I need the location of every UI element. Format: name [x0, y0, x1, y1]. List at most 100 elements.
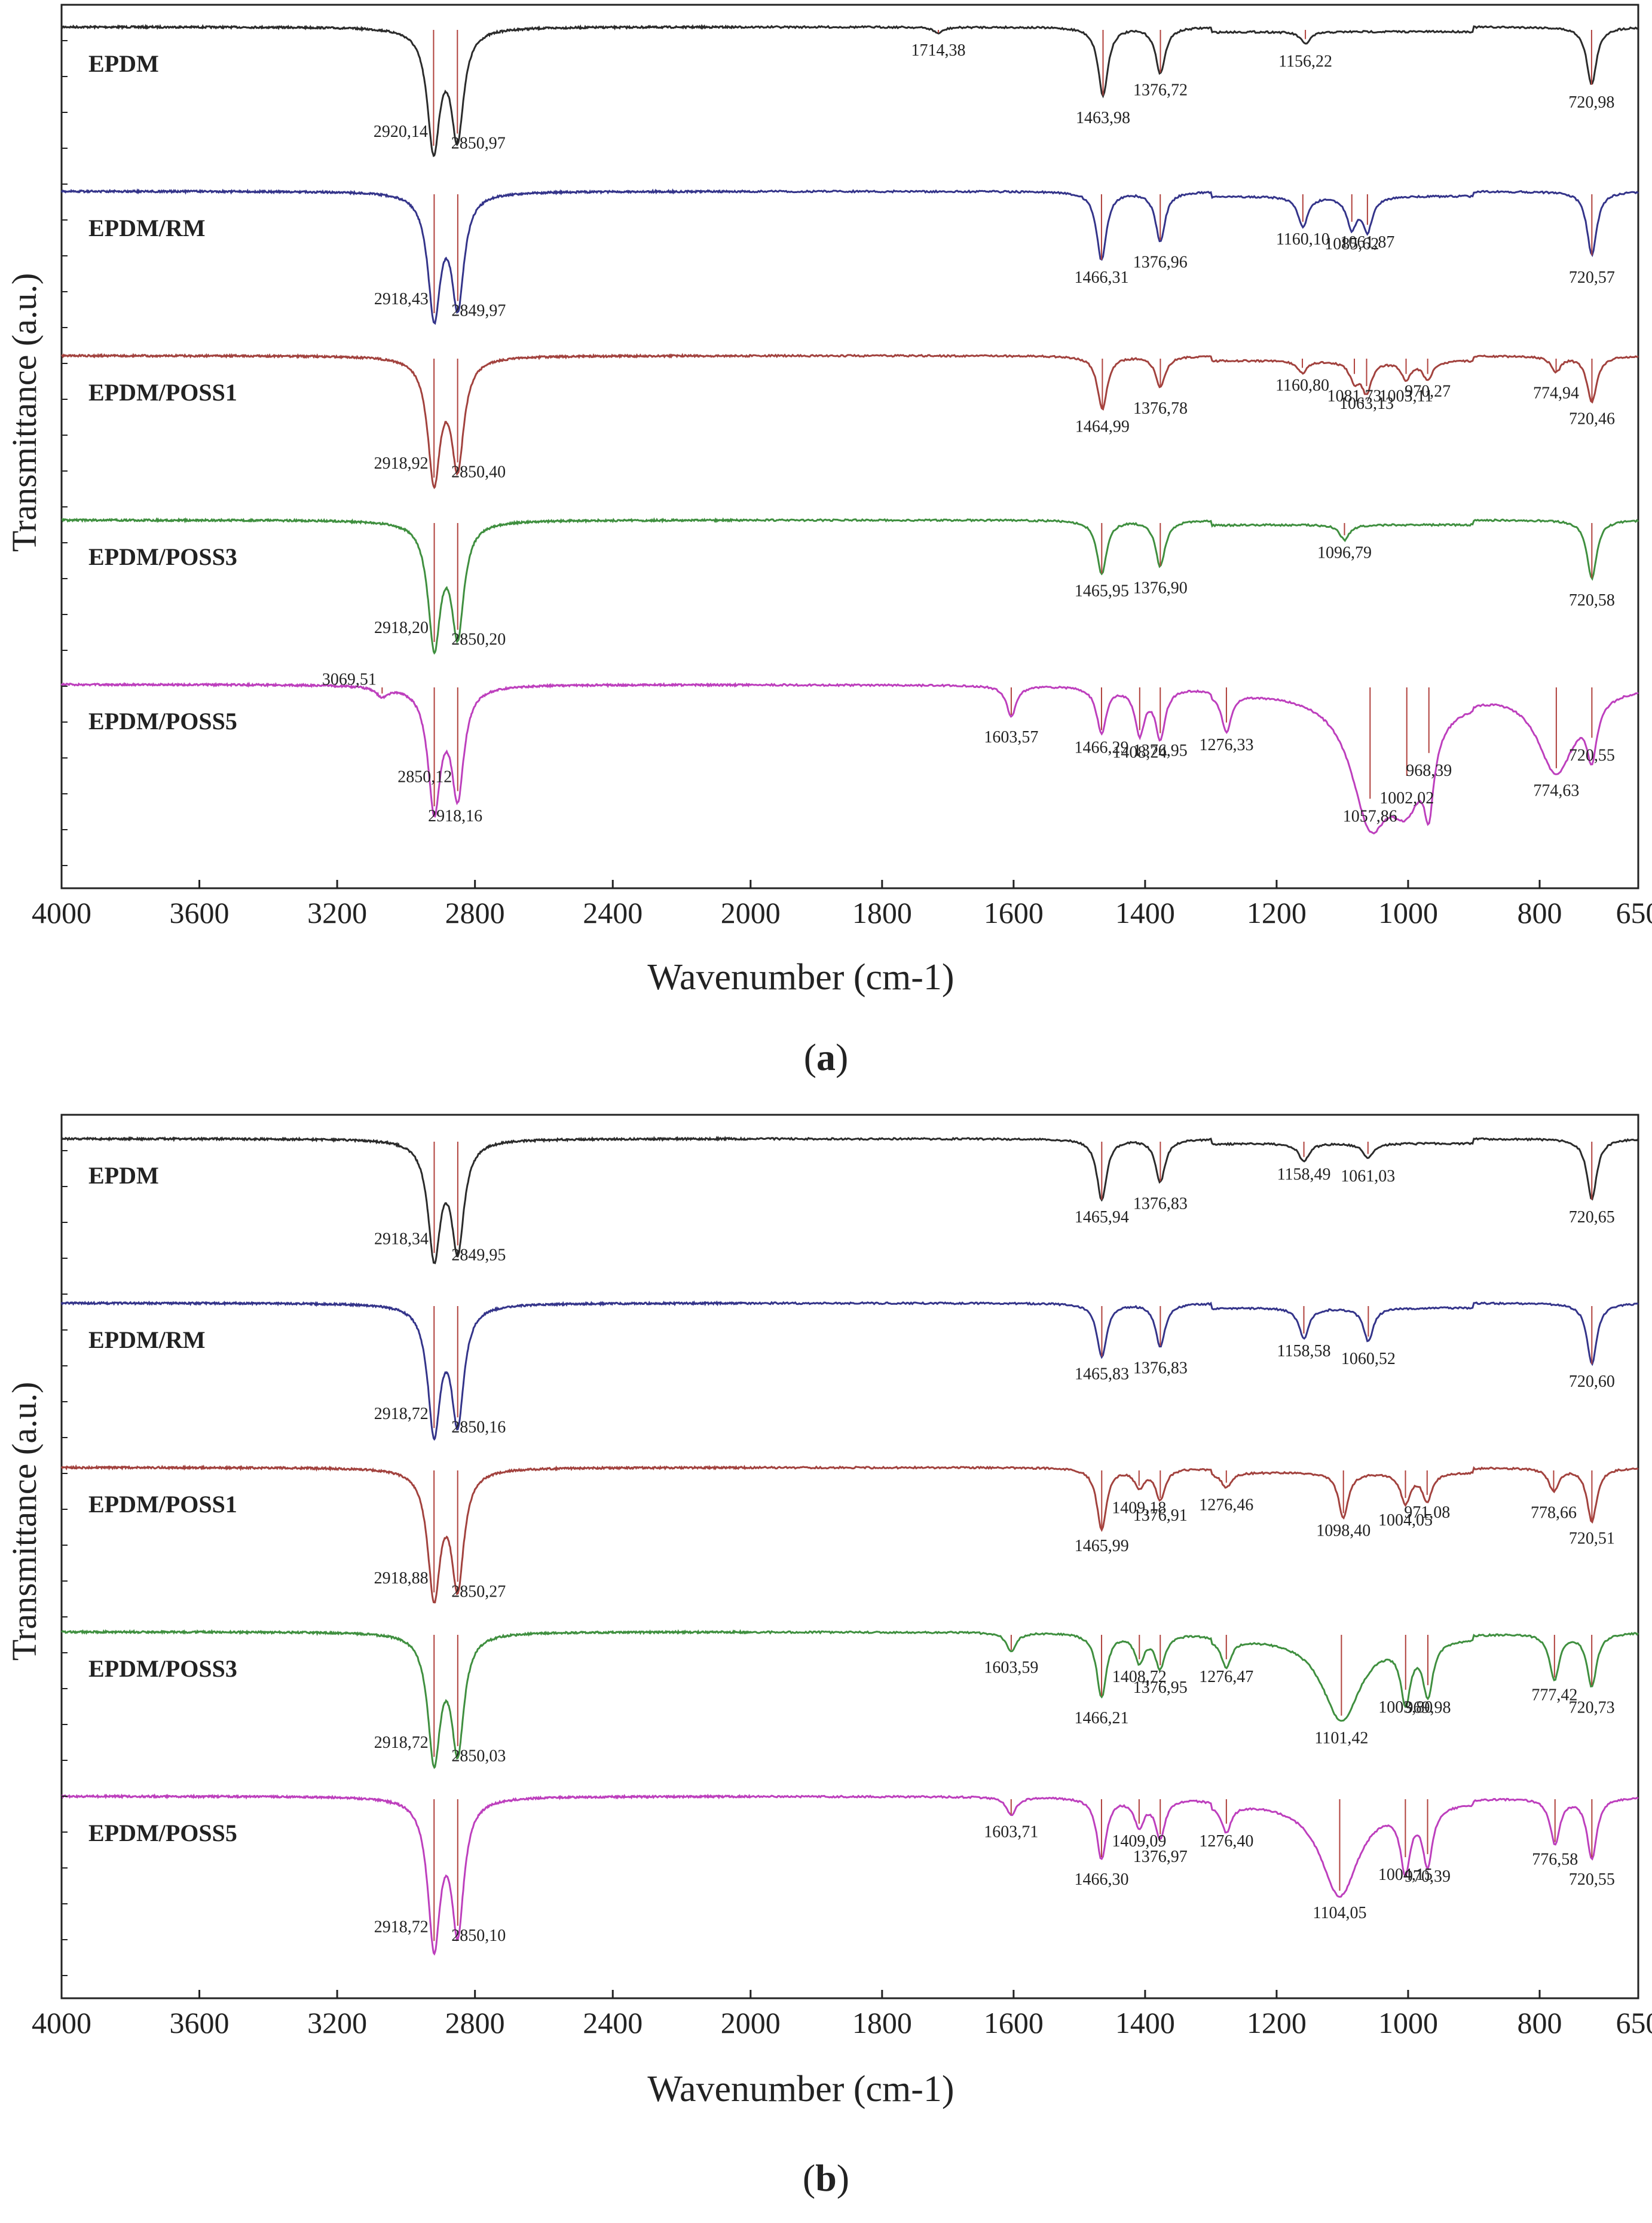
x-tick-label: 1200	[1247, 896, 1307, 929]
x-tick-label: 650	[1616, 896, 1652, 929]
peak-label: 1465,95	[1075, 582, 1129, 600]
series-label: EPDM/POSS5	[88, 1820, 237, 1846]
peak-label: 774,94	[1533, 384, 1579, 403]
x-tick-label: 2400	[583, 896, 643, 929]
peak-label: 1603,59	[984, 1659, 1038, 1677]
series-epdm-poss3: EPDM/POSS3 2918,72 2850,03 1603,59 1466,21 14…	[61, 1629, 1639, 1769]
series-label: EPDM/POSS1	[88, 1491, 237, 1518]
peak-label: 1376,83	[1133, 1359, 1188, 1377]
spectrum-line	[60, 23, 1639, 157]
x-tick-label: 2800	[445, 2006, 505, 2039]
peak-label: 778,66	[1531, 1503, 1577, 1522]
series-label: EPDM	[88, 50, 159, 77]
series-epdm-poss1: EPDM/POSS1 2918,88 2850,27 1465,99 1409,1813…	[60, 1464, 1639, 1604]
peak-label: 1466,21	[1075, 1709, 1129, 1727]
peak-label: 1466,31	[1074, 268, 1128, 287]
peak-label: 1376,95	[1133, 742, 1188, 760]
series-label: EPDM	[88, 1162, 159, 1189]
series-label: EPDM/RM	[88, 1326, 206, 1353]
peak-label: 2918,72	[374, 1405, 429, 1423]
peak-label: 1376,91	[1133, 1506, 1188, 1525]
peak-label: 720,98	[1568, 93, 1614, 112]
peak-label: 2850,03	[451, 1747, 506, 1765]
x-tick-label: 1400	[1115, 2006, 1175, 2039]
x-tick-label: 2400	[583, 2006, 643, 2039]
peak-label: 1276,33	[1199, 736, 1253, 754]
peak-label: 968,39	[1406, 762, 1452, 780]
peak-label: 1156,22	[1278, 52, 1332, 71]
x-tick-label: 4000	[32, 2006, 91, 2039]
series-epdm-poss3: EPDM/POSS3 2918,20 2850,20 1465,95 1376,90 10…	[61, 517, 1639, 655]
peak-label: 2918,72	[374, 1733, 429, 1752]
peak-label: 1085,62	[1324, 235, 1379, 253]
peak-label: 1160,80	[1275, 376, 1329, 395]
peak-label: 777,42	[1531, 1686, 1577, 1705]
peak-label: 970,27	[1405, 383, 1451, 401]
peak-label: 1464,99	[1075, 417, 1130, 436]
peak-label: 1408,72	[1112, 1668, 1167, 1686]
series-label: EPDM/POSS1	[88, 379, 237, 406]
panel-b-y-axis-label: Transmittance (a.u.)	[5, 1382, 44, 1661]
peak-label: 1060,52	[1341, 1350, 1396, 1368]
peak-label: 720,55	[1569, 1870, 1615, 1889]
peak-label: 720,57	[1569, 268, 1615, 287]
panel-b-frame	[60, 1114, 1639, 1999]
peak-label: 1003,11	[1379, 387, 1433, 406]
x-tick-label: 3200	[307, 2006, 367, 2039]
peak-label: 774,63	[1533, 781, 1579, 800]
peak-label: 1603,71	[984, 1823, 1038, 1842]
spectrum-line	[60, 681, 1639, 835]
peak-label: 2920,14	[374, 123, 428, 141]
peak-label: 1376,97	[1133, 1848, 1188, 1866]
peak-label: 2850,20	[451, 631, 506, 649]
peak-label: 2918,43	[374, 290, 429, 308]
series-label: EPDM/POSS5	[88, 708, 237, 735]
peak-label: 1158,49	[1277, 1166, 1331, 1184]
peak-label: 2918,88	[374, 1569, 429, 1588]
x-tick-label: 4000	[32, 896, 91, 929]
panel-b-x-ticks: 4000 3600 3200 2800 2400 2000 1800 1600 1400 1200…	[32, 1150, 1652, 2039]
peak-label: 1463,98	[1076, 109, 1130, 127]
peak-label: 720,46	[1569, 410, 1615, 429]
peak-label: 1003,80	[1378, 1698, 1433, 1717]
series-epdm-rm: EPDM/RM 2918,72 2850,16 1465,83 1376,83 1158,…	[60, 1300, 1639, 1441]
x-tick-label: 1600	[984, 2006, 1044, 2039]
peak-label: 2850,27	[451, 1582, 506, 1601]
x-tick-label: 1400	[1115, 896, 1175, 929]
peak-label: 971,08	[1404, 1503, 1450, 1522]
peak-label: 2918,20	[374, 619, 429, 637]
peak-label: 1096,79	[1317, 544, 1372, 562]
panel-a-x-ticks: 4000 3600 3200 2800 2400 2000 1800 1600 1400 1200…	[32, 40, 1652, 929]
series-label: EPDM/POSS3	[88, 543, 237, 570]
peak-label: 1004,05	[1378, 1511, 1433, 1530]
peak-label: 1002,02	[1379, 789, 1434, 808]
peak-label: 1409,09	[1112, 1832, 1166, 1851]
peak-label: 1603,57	[984, 728, 1038, 747]
peak-label: 1465,94	[1075, 1208, 1129, 1227]
peak-label: 1466,30	[1074, 1870, 1128, 1889]
peak-label: 2918,92	[374, 454, 429, 473]
series-epdm-rm: EPDM/RM 2918,43 2849,97 1466,31 1376,96 1160,…	[60, 188, 1639, 325]
spectrum-line	[61, 1629, 1639, 1769]
x-tick-label: 1000	[1378, 2006, 1438, 2039]
series-epdm-poss5: EPDM/POSS5 2918,72 2850,10 1603,71 1466,30 14…	[61, 1793, 1639, 1956]
peak-label: 969,98	[1405, 1698, 1451, 1717]
x-tick-label: 2800	[445, 896, 505, 929]
x-tick-label: 1000	[1378, 896, 1438, 929]
x-tick-label: 800	[1517, 2006, 1562, 2039]
x-tick-label: 2000	[721, 2006, 781, 2039]
peak-label: 1376,83	[1133, 1194, 1188, 1213]
peak-label: 720,73	[1569, 1698, 1615, 1717]
peak-label: 1376,95	[1133, 1678, 1188, 1697]
x-tick-label: 1600	[984, 896, 1044, 929]
peak-label: 1081,73	[1327, 387, 1382, 406]
x-tick-label: 1800	[852, 2006, 912, 2039]
peak-label: 970,39	[1405, 1867, 1451, 1886]
peak-label: 1104,05	[1313, 1904, 1366, 1922]
